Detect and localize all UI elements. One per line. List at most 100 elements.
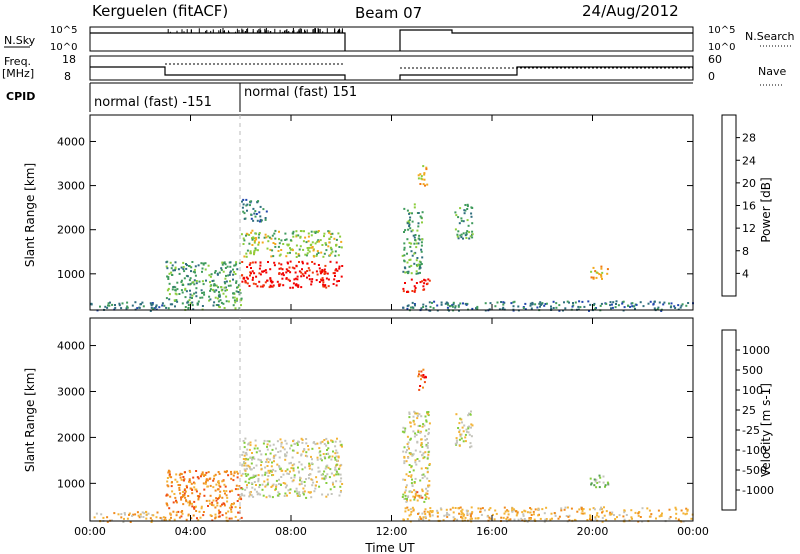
heat-cell-3 bbox=[287, 243, 290, 246]
heat-cell-6 bbox=[471, 424, 474, 427]
heat-cell-2 bbox=[323, 477, 326, 480]
heat-cell-5 bbox=[422, 374, 425, 376]
heat-cell-8 bbox=[474, 517, 477, 520]
heat-cell-2 bbox=[264, 471, 267, 474]
heat-cell-2 bbox=[308, 274, 311, 277]
heat-cell-2 bbox=[298, 461, 301, 464]
heat-cell-2 bbox=[255, 484, 257, 486]
heat-cell-4 bbox=[245, 204, 248, 207]
heat-cell-6 bbox=[470, 435, 473, 438]
heat-cell-2 bbox=[305, 438, 308, 440]
heat-cell-1 bbox=[218, 271, 221, 274]
heat-cell-3 bbox=[406, 449, 408, 452]
heat-cell-1 bbox=[195, 510, 198, 512]
heat-cell-8 bbox=[403, 519, 405, 521]
heat-cell-7 bbox=[419, 183, 422, 185]
heat-cell-4 bbox=[254, 210, 257, 213]
colorbar-tick-label: 12 bbox=[742, 222, 756, 235]
heat-cell-3 bbox=[419, 495, 422, 498]
heat-cell-1 bbox=[174, 289, 177, 292]
heat-cell-3 bbox=[405, 484, 408, 487]
heat-cell-1 bbox=[208, 295, 211, 298]
heat-cell-2 bbox=[322, 279, 325, 282]
heat-cell-8 bbox=[457, 230, 460, 233]
heat-cell-1 bbox=[193, 507, 196, 510]
heat-cell-5 bbox=[420, 370, 423, 373]
heat-cell-2 bbox=[243, 454, 246, 457]
heat-cell-2 bbox=[331, 440, 334, 443]
velocity-colorbar-label: Velocity [m s-1] bbox=[759, 383, 773, 477]
heat-cell-1 bbox=[226, 496, 229, 499]
heat-cell-0 bbox=[134, 301, 137, 304]
heat-cell-3 bbox=[249, 250, 252, 253]
heat-cell-3 bbox=[422, 457, 425, 460]
heat-cell-3 bbox=[340, 246, 343, 249]
heat-cell-2 bbox=[289, 286, 292, 289]
heat-cell-10 bbox=[577, 305, 580, 308]
heat-cell-2 bbox=[317, 470, 320, 473]
heat-cell-6 bbox=[417, 212, 420, 214]
freq-tick-bottom-right: 0 bbox=[708, 70, 715, 83]
heat-cell-3 bbox=[420, 415, 423, 418]
heat-cell-2 bbox=[310, 283, 313, 286]
heat-cell-2 bbox=[308, 464, 311, 467]
heat-cell-10 bbox=[652, 302, 655, 305]
heat-cell-2 bbox=[323, 443, 326, 445]
freq-label: Freq. bbox=[4, 55, 31, 68]
heat-cell-10 bbox=[448, 309, 450, 312]
heat-cell-10 bbox=[594, 307, 597, 310]
heat-cell-10 bbox=[436, 304, 439, 307]
heat-cell-3 bbox=[252, 236, 255, 239]
heat-cell-2 bbox=[338, 494, 341, 497]
heat-cell-8 bbox=[560, 509, 563, 512]
heat-cell-3 bbox=[267, 240, 270, 243]
heat-cell-4 bbox=[243, 212, 246, 215]
heat-cell-2 bbox=[284, 482, 287, 485]
heat-cell-2 bbox=[296, 275, 299, 278]
heat-cell-10 bbox=[550, 307, 553, 310]
heat-cell-1 bbox=[219, 511, 222, 514]
heat-cell-2 bbox=[280, 484, 282, 486]
heat-cell-3 bbox=[308, 250, 311, 253]
freq-tick-top-right: 60 bbox=[708, 53, 722, 66]
heat-cell-2 bbox=[328, 455, 331, 458]
heat-cell-2 bbox=[278, 493, 281, 495]
heat-cell-3 bbox=[251, 244, 254, 246]
heat-cell-3 bbox=[403, 431, 406, 434]
heat-cell-8 bbox=[507, 519, 510, 522]
heat-cell-1 bbox=[183, 492, 186, 495]
heat-cell-8 bbox=[458, 512, 461, 515]
heat-cell-2 bbox=[241, 494, 244, 497]
heat-cell-1 bbox=[189, 293, 192, 296]
heat-cell-8 bbox=[489, 517, 492, 520]
heat-cell-0 bbox=[120, 516, 123, 519]
heat-cell-0 bbox=[142, 305, 145, 308]
heat-cell-1 bbox=[224, 485, 227, 488]
heat-cell-8 bbox=[655, 517, 657, 520]
heat-cell-1 bbox=[188, 279, 191, 282]
heat-cell-8 bbox=[446, 511, 448, 514]
y-tick-label: 1000 bbox=[57, 477, 85, 490]
heat-cell-1 bbox=[167, 471, 170, 474]
heat-cell-1 bbox=[171, 490, 174, 493]
heat-cell-3 bbox=[320, 251, 323, 254]
heat-cell-1 bbox=[166, 484, 169, 487]
heat-cell-10 bbox=[566, 300, 569, 303]
heat-cell-2 bbox=[308, 467, 311, 470]
heat-cell-4 bbox=[421, 496, 424, 499]
heat-cell-1 bbox=[197, 498, 200, 501]
heat-cell-0 bbox=[140, 303, 142, 306]
heat-cell-3 bbox=[314, 232, 317, 234]
heat-cell-2 bbox=[296, 494, 299, 497]
heat-cell-1 bbox=[191, 489, 194, 491]
heat-cell-1 bbox=[166, 494, 169, 497]
heat-cell-1 bbox=[189, 487, 192, 490]
heat-cell-8 bbox=[573, 518, 576, 521]
heat-cell-3 bbox=[422, 473, 425, 476]
heat-cell-2 bbox=[269, 470, 272, 473]
heat-cell-3 bbox=[300, 230, 303, 233]
colorbar-tick-label: 100 bbox=[742, 384, 763, 397]
heat-cell-2 bbox=[334, 275, 336, 277]
heat-cell-2 bbox=[282, 473, 285, 476]
heat-cell-8 bbox=[471, 230, 474, 233]
